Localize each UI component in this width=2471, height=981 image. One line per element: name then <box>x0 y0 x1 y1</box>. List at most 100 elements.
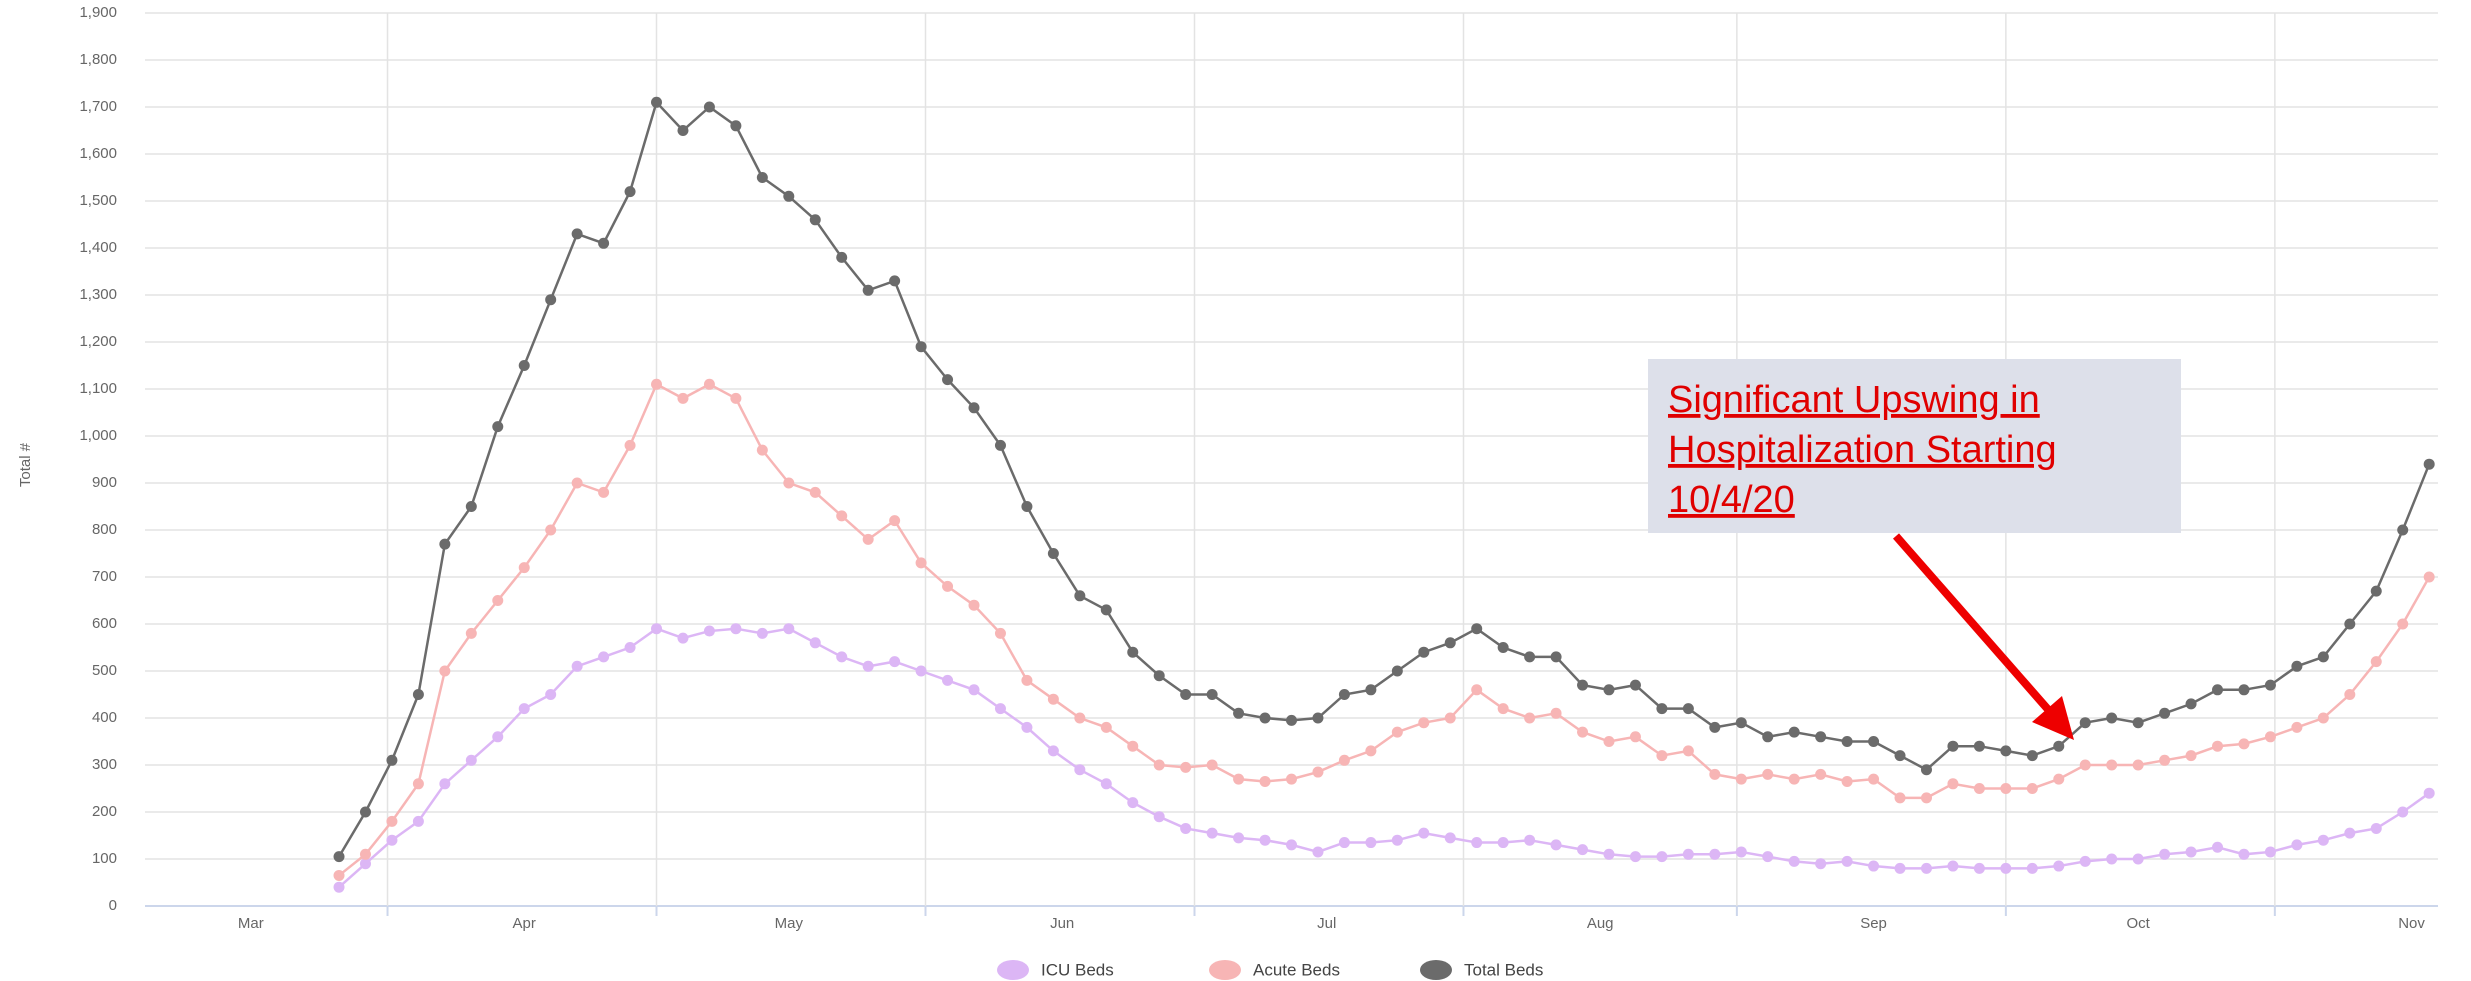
data-point <box>1603 684 1615 696</box>
x-tick-label: Nov <box>2398 915 2425 932</box>
data-point <box>756 627 768 639</box>
data-point <box>836 510 848 522</box>
data-point <box>1471 837 1483 849</box>
data-point <box>492 731 504 743</box>
data-point <box>2238 738 2250 750</box>
data-point <box>2053 740 2065 752</box>
x-tick-label: May <box>775 915 804 932</box>
data-point <box>1074 764 1086 776</box>
data-point <box>359 848 371 860</box>
data-point <box>1603 736 1615 747</box>
data-point <box>968 402 980 414</box>
data-point <box>1312 712 1324 724</box>
y-tick-label: 700 <box>92 568 117 585</box>
data-point <box>889 515 901 527</box>
data-point <box>836 651 848 663</box>
data-point <box>836 251 848 263</box>
data-point <box>518 703 530 715</box>
data-point <box>571 660 583 672</box>
data-point <box>1894 750 1906 762</box>
data-point <box>1471 684 1483 696</box>
data-point <box>518 562 530 574</box>
data-point <box>1709 768 1721 780</box>
data-point <box>677 125 689 136</box>
data-point <box>1841 775 1853 787</box>
data-point <box>1100 721 1112 733</box>
data-point <box>1682 745 1694 757</box>
x-tick-label: Mar <box>238 915 264 932</box>
data-point <box>1629 679 1641 691</box>
data-point <box>1920 792 1932 804</box>
data-point <box>1947 740 1959 752</box>
data-point <box>2264 731 2276 743</box>
data-point <box>2344 689 2356 700</box>
data-point <box>2291 721 2303 733</box>
data-point <box>359 806 371 818</box>
y-tick-label: 1,700 <box>79 98 117 115</box>
data-point <box>2079 855 2091 867</box>
annotation-line: 10/4/20 <box>1668 479 1795 521</box>
data-point <box>942 580 954 592</box>
data-point <box>1444 637 1456 649</box>
data-point <box>2291 839 2303 851</box>
data-point <box>2106 853 2118 865</box>
data-point <box>1233 832 1245 844</box>
legend-label: ICU Beds <box>1041 960 1114 979</box>
data-point <box>1735 846 1747 858</box>
data-point <box>2159 848 2171 860</box>
data-point <box>2370 585 2382 597</box>
data-point <box>1391 726 1403 738</box>
data-point <box>1656 750 1668 762</box>
data-point <box>2026 783 2038 794</box>
series-line <box>338 627 2430 889</box>
data-point <box>545 294 557 306</box>
data-point <box>412 689 424 700</box>
data-point <box>1286 714 1297 726</box>
data-point <box>1153 670 1165 682</box>
data-point <box>651 96 663 108</box>
y-tick-label: 1,200 <box>79 333 117 350</box>
data-point <box>1762 731 1774 743</box>
data-point <box>1206 689 1218 700</box>
data-point <box>1550 707 1562 719</box>
data-point <box>1047 548 1059 559</box>
data-point <box>2053 773 2065 785</box>
data-point <box>809 486 821 498</box>
data-point <box>1577 726 1589 738</box>
data-point <box>2264 679 2276 691</box>
data-point <box>2185 750 2197 762</box>
data-point <box>2106 759 2118 771</box>
data-point <box>2423 787 2435 799</box>
y-tick-label: 1,600 <box>79 145 117 162</box>
data-point <box>412 778 424 790</box>
data-point <box>2000 745 2012 757</box>
data-point <box>1365 684 1377 696</box>
data-point <box>915 341 927 353</box>
x-tick-label: Jun <box>1050 915 1074 932</box>
data-point <box>439 665 451 677</box>
annotation-arrowhead <box>2032 696 2074 740</box>
data-point <box>1444 712 1456 724</box>
data-point <box>545 524 557 536</box>
data-point <box>1868 860 1880 872</box>
data-point <box>333 881 345 893</box>
data-point <box>1788 726 1800 738</box>
data-point <box>1021 721 1033 733</box>
data-point <box>2317 712 2329 724</box>
data-point <box>571 228 583 240</box>
data-point <box>1920 862 1932 874</box>
data-point <box>703 378 715 390</box>
data-point <box>2106 712 2118 724</box>
data-point <box>1894 792 1906 804</box>
y-tick-label: 1,400 <box>79 239 117 256</box>
data-point <box>492 595 504 606</box>
data-point <box>2397 524 2409 536</box>
data-point <box>2026 862 2038 874</box>
y-tick-label: 600 <box>92 615 117 632</box>
data-point <box>1286 839 1297 851</box>
data-point <box>915 557 927 569</box>
data-point <box>1338 689 1350 700</box>
data-point <box>1603 848 1615 860</box>
data-point <box>1629 731 1641 743</box>
data-point <box>624 186 636 198</box>
